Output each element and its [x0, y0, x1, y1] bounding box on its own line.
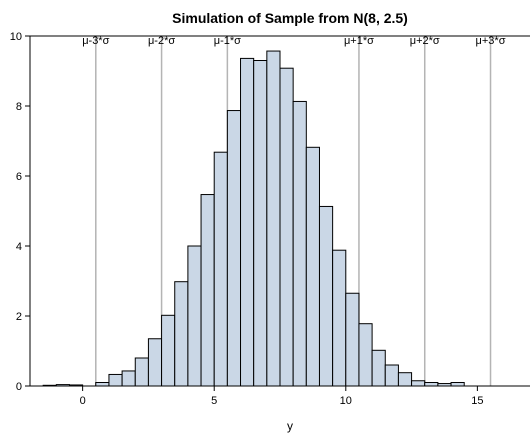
histogram-bar-9 [161, 314, 176, 387]
reference-line-label-3: μ+1*σ [344, 35, 374, 47]
histogram-bar-10 [174, 281, 189, 387]
histogram-bar-4 [95, 382, 110, 387]
histogram-bar-12 [200, 194, 215, 387]
x-tick-label-2: 10 [340, 395, 352, 407]
histogram-bars [42, 50, 465, 387]
histogram-bar-23 [345, 292, 360, 387]
chart-title: Simulation of Sample from N(8, 2.5) [172, 10, 408, 26]
y-tick-label-4: 8 [16, 101, 22, 113]
y-tick-label-2: 4 [16, 241, 22, 253]
histogram-bar-17 [266, 50, 281, 387]
histogram-bar-19 [292, 100, 307, 387]
histogram-bar-22 [332, 249, 347, 387]
x-tick-label-3: 15 [471, 395, 483, 407]
histogram-bar-6 [121, 370, 136, 387]
histogram-bar-13 [213, 151, 228, 387]
x-tick-label-0: 0 [80, 395, 86, 407]
reference-line-label-4: μ+2*σ [410, 35, 440, 47]
histogram-bar-14 [226, 110, 242, 387]
histogram-bar-20 [305, 146, 320, 387]
histogram-bar-5 [108, 373, 123, 387]
y-tick-label-0: 0 [16, 381, 22, 393]
histogram-bar-7 [134, 357, 149, 387]
x-axis-label: y [287, 419, 293, 433]
histogram-bar-28 [411, 380, 426, 387]
y-tick-label-3: 6 [16, 171, 22, 183]
x-tick-label-1: 5 [211, 395, 217, 407]
y-tick-label-5: 10 [10, 31, 22, 43]
reference-line-label-2: μ-1*σ [214, 35, 241, 47]
histogram-bar-18 [279, 67, 294, 387]
reference-line-label-5: μ+3*σ [476, 35, 506, 47]
histogram-bar-25 [371, 349, 386, 387]
reference-line-label-0: μ-3*σ [82, 35, 109, 47]
histogram-bar-15 [240, 57, 255, 387]
histogram-bar-11 [187, 245, 202, 387]
histogram-bar-29 [424, 382, 439, 387]
axes: 0 2 4 6 8 10 0 5 10 15 [10, 31, 530, 407]
histogram-bar-24 [358, 323, 373, 387]
histogram-bar-16 [253, 60, 268, 387]
histogram-bar-26 [384, 364, 399, 387]
histogram-bar-21 [318, 205, 334, 387]
histogram-bar-27 [397, 372, 413, 387]
histogram-bar-8 [147, 338, 163, 387]
reference-line-label-1: μ-2*σ [148, 35, 175, 47]
reference-lines: μ-3*σ μ-2*σ μ-1*σ μ+1*σ μ+2*σ μ+3*σ [82, 35, 506, 386]
histogram-bar-31 [450, 382, 465, 387]
y-tick-label-1: 2 [16, 311, 22, 323]
